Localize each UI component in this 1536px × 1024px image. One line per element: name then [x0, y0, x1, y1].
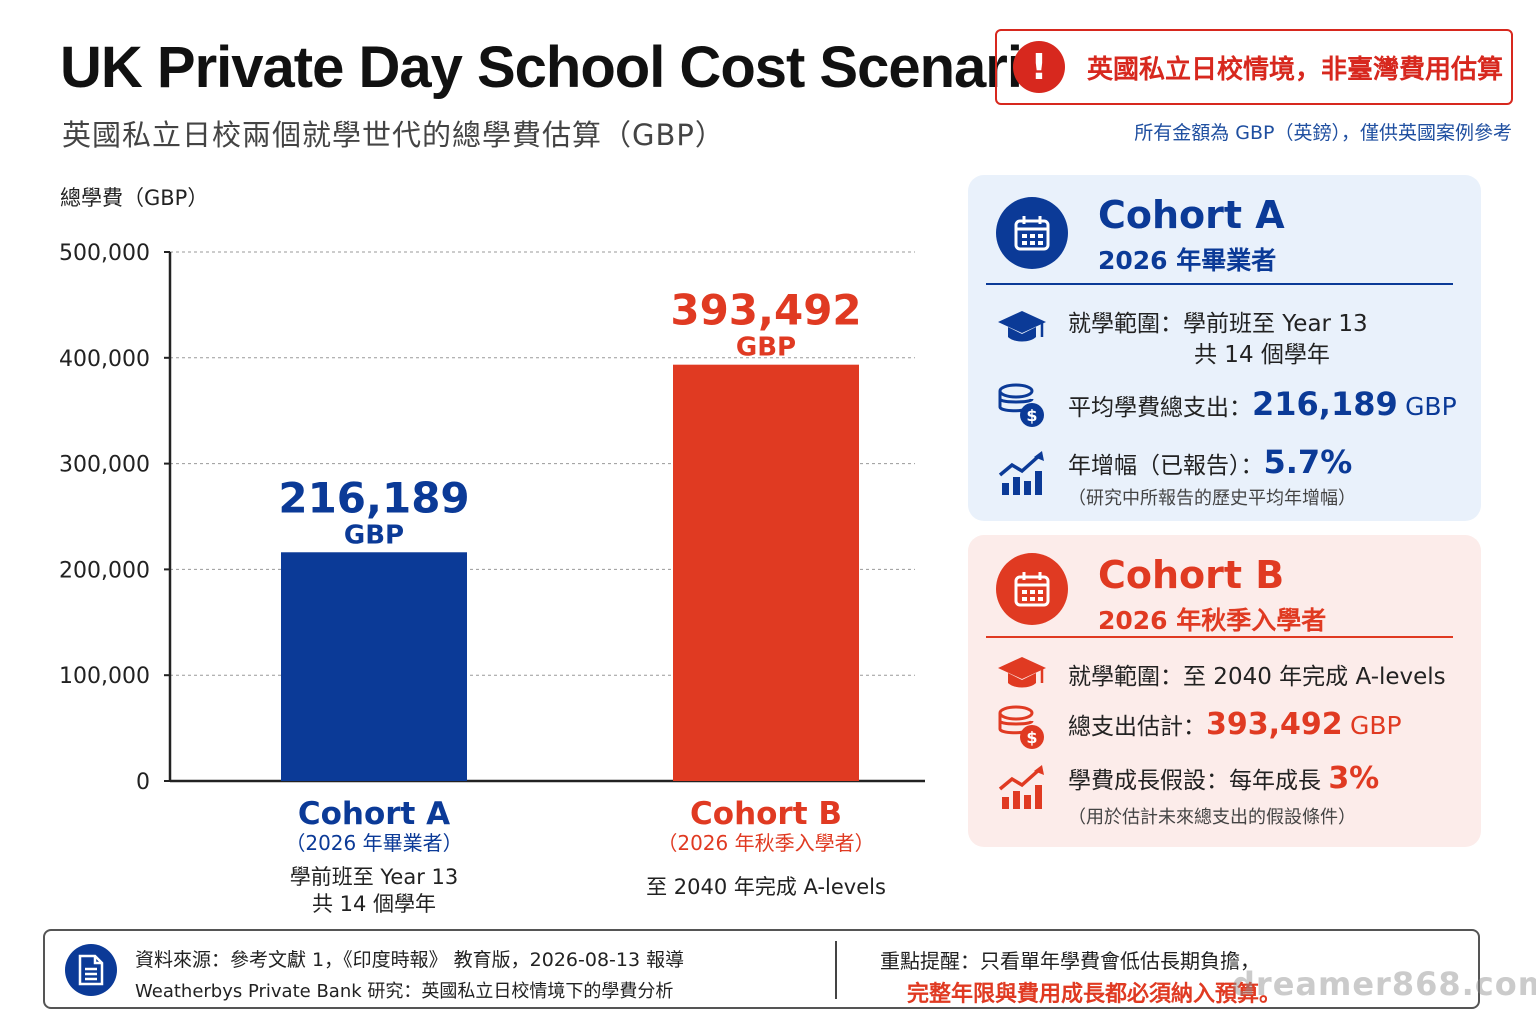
- key-reminder-line-1: 重點提醒：只看單年學費會低估長期負擔，: [880, 949, 1260, 973]
- x-category-label: Cohort B: [690, 796, 842, 832]
- source-line-2: Weatherbys Private Bank 研究：英國私立日校情境下的學費分…: [135, 981, 674, 1002]
- coins-icon: $: [998, 705, 1044, 749]
- cohort-a-scope: 就學範圍：學前班至 Year 13: [1068, 311, 1368, 337]
- cohort-b-subtitle: 2026 年秋季入學者: [1098, 606, 1327, 635]
- x-category-subtitle: （2026 年秋季入學者）: [657, 831, 874, 855]
- y-tick-label: 400,000: [59, 347, 150, 372]
- cohort-b-growth-note: （用於估計未來總支出的假設條件）: [1068, 807, 1356, 828]
- document-icon: [65, 944, 117, 996]
- growth-chart-icon: [998, 451, 1044, 495]
- graduation-cap-icon: [998, 311, 1046, 342]
- watermark: dreamer868.com: [1232, 965, 1536, 1003]
- exclamation-icon: !: [1013, 41, 1065, 93]
- svg-text:$: $: [1026, 728, 1037, 747]
- cohort-b-panel: Cohort B 2026 年秋季入學者 就學範圍：至 2040 年完成 A-l…: [968, 535, 1481, 847]
- cohort-a-spend-value: 216,189: [1252, 385, 1398, 423]
- divider: [986, 636, 1453, 638]
- bar-cohort-a: [281, 552, 467, 781]
- cohort-b-scope: 就學範圍：至 2040 年完成 A-levels: [1068, 664, 1446, 690]
- cohort-b-growth: 學費成長假設：每年成長 3%: [1068, 761, 1380, 796]
- bar-value-unit: GBP: [344, 520, 404, 550]
- bar-value-unit: GBP: [736, 333, 796, 363]
- y-tick-label: 300,000: [59, 453, 150, 478]
- cohort-b-growth-value: 3%: [1328, 761, 1380, 796]
- bar-chart: 0 100,000 200,000 300,000 400,000 500,000 216,…: [59, 241, 925, 916]
- y-tick-label: 500,000: [59, 241, 150, 266]
- calendar-icon: [996, 197, 1068, 269]
- bar-value-label: 393,492: [670, 286, 861, 335]
- x-category-subtitle: （2026 年畢業者）: [285, 831, 462, 855]
- x-category-note: 至 2040 年完成 A-levels: [646, 875, 886, 899]
- coins-icon: $: [998, 383, 1044, 427]
- y-tick-label: 0: [136, 770, 150, 795]
- currency-note: 所有金額為 GBP（英鎊），僅供英國案例參考: [1134, 122, 1512, 144]
- cohort-b-title: Cohort B: [1098, 553, 1285, 597]
- y-tick-label: 200,000: [59, 558, 150, 583]
- x-category-label: Cohort A: [298, 796, 450, 832]
- x-category-note: 學前班至 Year 13: [290, 865, 459, 889]
- calendar-icon: [996, 553, 1068, 625]
- source-line-1: 資料來源：參考文獻 1，《印度時報》 教育版，2026-08-13 報導: [135, 949, 685, 971]
- growth-chart-icon: [998, 765, 1044, 809]
- key-reminder-line-2: 完整年限與費用成長都必須納入預算。: [907, 982, 1282, 1007]
- y-axis-label: 總學費（GBP）: [60, 186, 209, 210]
- graduation-cap-icon: [998, 657, 1046, 688]
- warning-text: 英國私立日校情境，非臺灣費用估算: [1087, 54, 1504, 85]
- divider: [986, 283, 1453, 285]
- x-category-note: 共 14 個學年: [312, 892, 436, 916]
- cohort-a-growth-value: 5.7%: [1263, 443, 1353, 481]
- cohort-a-growth: 年增幅（已報告）：5.7%: [1068, 443, 1353, 481]
- cohort-a-subtitle: 2026 年畢業者: [1098, 246, 1277, 275]
- cohort-b-spend: 總支出估計：393,492 GBP: [1068, 707, 1402, 742]
- cohort-a-panel: Cohort A 2026 年畢業者 就學範圍：學前班至 Year 13 共 1…: [968, 175, 1481, 521]
- y-tick-label: 100,000: [59, 664, 150, 689]
- cohort-a-spend: 平均學費總支出：216,189 GBP: [1068, 385, 1457, 423]
- warning-banner: ! 英國私立日校情境，非臺灣費用估算: [995, 29, 1513, 105]
- cohort-a-growth-note: （研究中所報告的歷史平均年增幅）: [1068, 488, 1356, 509]
- footer-divider: [835, 941, 837, 999]
- cohort-a-title: Cohort A: [1098, 193, 1285, 237]
- bar-cohort-b: [673, 364, 859, 781]
- svg-text:$: $: [1026, 406, 1037, 425]
- footer: 資料來源：參考文獻 1，《印度時報》 教育版，2026-08-13 報導 Wea…: [43, 929, 1480, 1009]
- cohort-a-scope-years: 共 14 個學年: [1194, 342, 1330, 368]
- page-subtitle: 英國私立日校兩個就學世代的總學費估算（GBP）: [62, 118, 725, 152]
- cohort-b-spend-value: 393,492: [1206, 707, 1343, 742]
- bar-value-label: 216,189: [278, 473, 469, 522]
- page-title: UK Private Day School Cost Scenario: [60, 35, 1057, 100]
